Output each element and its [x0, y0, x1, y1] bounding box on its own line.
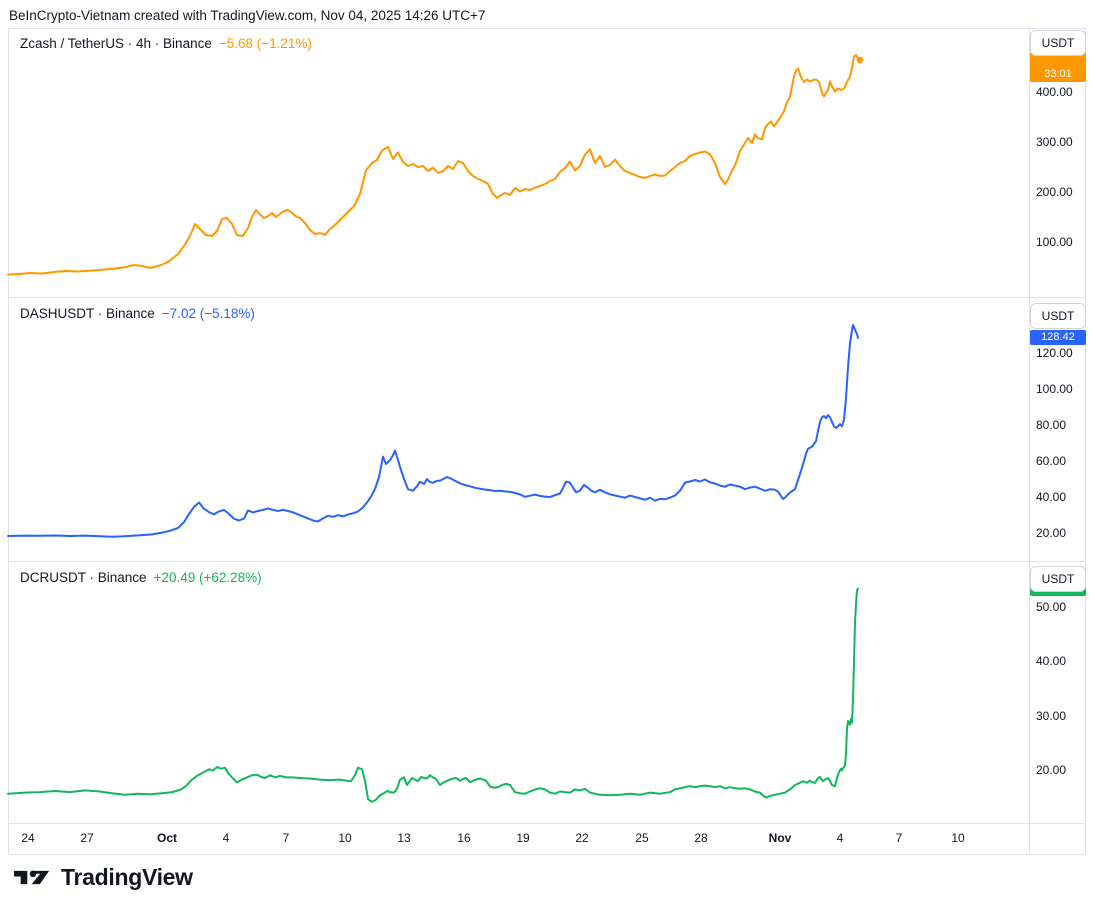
x-axis-label: 19 — [516, 831, 530, 845]
change-value-dcrusdt: +20.49 (+62.28%) — [153, 570, 262, 585]
x-axis-label: 7 — [282, 831, 290, 845]
legend-dcrusdt: DCRUSDT · Binance +20.49 (+62.28%) — [20, 570, 262, 585]
x-axis-label: 13 — [397, 831, 411, 845]
x-axis-label: Oct — [156, 831, 178, 845]
x-axis-label: 10 — [338, 831, 352, 845]
frame-border-bottom — [8, 854, 1086, 855]
pane-canvas-zecusdt[interactable] — [9, 29, 1029, 297]
price-axis-currency-button-dashusdt[interactable]: USDT — [1030, 303, 1086, 329]
x-axis-label: 28 — [694, 831, 708, 845]
tradingview-logo-icon — [14, 870, 50, 885]
x-axis-label: 25 — [635, 831, 649, 845]
y-axis-label: 40.00 — [1036, 654, 1067, 669]
y-axis-label: 300.00 — [1036, 135, 1073, 149]
y-axis-label: 100.00 — [1036, 382, 1073, 397]
x-axis-label: 4 — [222, 831, 230, 845]
pane-separator-2 — [8, 561, 1086, 562]
badge-countdown: 33:01 — [1044, 68, 1072, 80]
legend-zecusdt: Zcash / TetherUS · 4h · Binance −5.68 (−1… — [20, 36, 312, 51]
last-price-badge: 128.42 — [1030, 330, 1086, 346]
x-axis-label: 7 — [895, 831, 903, 845]
y-axis-label: 200.00 — [1036, 185, 1073, 199]
y-axis-label: 80.00 — [1036, 418, 1067, 432]
pane-canvas-dashusdt[interactable] — [9, 298, 1029, 561]
tradingview-logo-text: TradingView — [61, 864, 193, 890]
pane-separator-1 — [8, 297, 1086, 298]
tradingview-logo[interactable]: TradingView — [14, 864, 193, 891]
x-axis-label: 10 — [951, 831, 965, 845]
attribution-text: BeInCrypto-Vietnam created with TradingV… — [9, 8, 486, 23]
legend-dashusdt: DASHUSDT · Binance −7.02 (−5.18%) — [20, 306, 255, 321]
price-axis-currency-button-zecusdt[interactable]: USDT — [1030, 30, 1086, 56]
badge-price: 128.42 — [1041, 331, 1075, 344]
y-axis-label: 100.00 — [1036, 235, 1073, 249]
price-axis-separator — [1029, 28, 1030, 854]
y-axis-label: 60.00 — [1036, 453, 1067, 468]
x-axis-label: 27 — [80, 831, 94, 845]
frame-border-right — [1085, 28, 1086, 855]
last-price-badge: 33:01 — [1030, 52, 1086, 82]
symbol-title-dashusdt[interactable]: DASHUSDT · Binance — [20, 306, 155, 321]
change-value-zecusdt: −5.68 (−1.21%) — [218, 36, 312, 51]
y-axis-label: 40.00 — [1036, 489, 1067, 504]
x-axis-label: 4 — [836, 831, 844, 845]
pane-canvas-dcrusdt[interactable] — [9, 562, 1029, 823]
x-axis-label: 16 — [457, 831, 471, 845]
symbol-title-zecusdt[interactable]: Zcash / TetherUS · 4h · Binance — [20, 36, 212, 51]
x-axis-label: 24 — [21, 831, 35, 845]
y-axis-label: 20.00 — [1036, 762, 1067, 777]
price-axis-currency-button-dcrusdt[interactable]: USDT — [1030, 566, 1086, 592]
y-axis-label: 20.00 — [1036, 525, 1067, 540]
x-axis-label: 22 — [575, 831, 589, 845]
y-axis-label: 120.00 — [1036, 346, 1073, 361]
symbol-title-dcrusdt[interactable]: DCRUSDT · Binance — [20, 570, 147, 585]
x-axis-label: Nov — [768, 831, 792, 845]
frame-border-top — [8, 28, 1086, 29]
y-axis-label: 400.00 — [1036, 85, 1073, 99]
y-axis-label: 30.00 — [1036, 708, 1067, 723]
time-axis-separator — [8, 823, 1086, 824]
y-axis-label: 50.00 — [1036, 600, 1067, 615]
change-value-dashusdt: −7.02 (−5.18%) — [161, 306, 255, 321]
